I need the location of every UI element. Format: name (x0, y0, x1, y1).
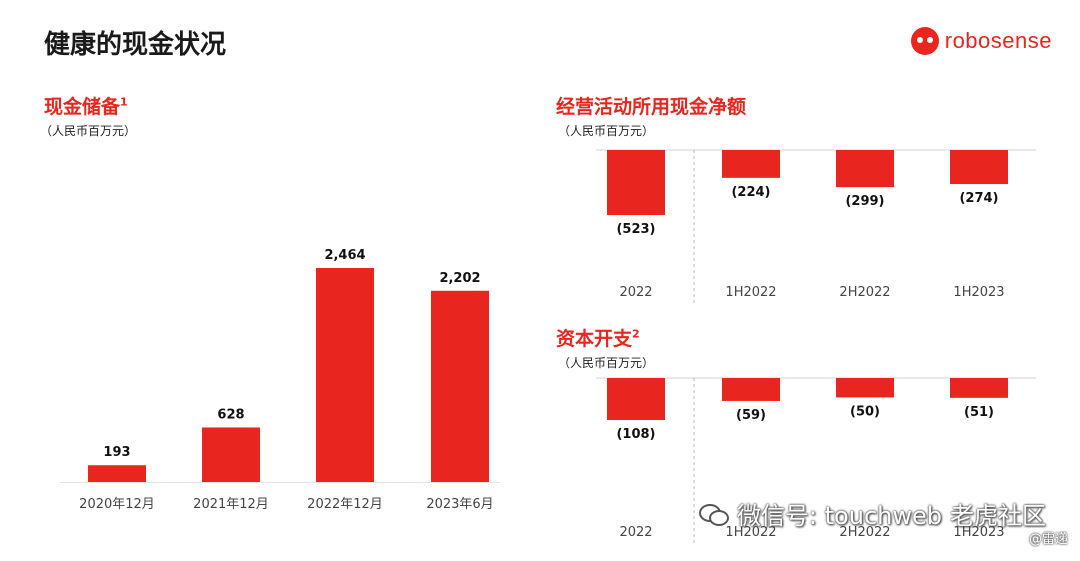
page-title: 健康的现金状况 (44, 30, 227, 60)
cash-reserve-category-label: 2020年12月 (79, 497, 155, 512)
cash-reserve-value-label: 2,202 (439, 271, 480, 286)
cash-reserve-bar (431, 290, 489, 482)
operating-cash-bar (950, 150, 1008, 185)
cash-reserve-unit: （人民币百万元） (40, 124, 137, 138)
cash-reserve-footnote: 1 (120, 95, 128, 109)
operating-cash-value-label: (523) (616, 222, 655, 237)
operating-cash-bar (607, 150, 665, 215)
operating-cash-bar (836, 150, 894, 188)
cash-reserve-bar (88, 465, 146, 482)
operating-cash-category-label: 2022 (619, 285, 652, 300)
cash-reserve-value-label: 628 (217, 407, 244, 422)
cash-reserve-category-label: 2022年12月 (307, 497, 383, 512)
capex-category-label: 1H2023 (953, 525, 1004, 540)
capex-category-label: 2022 (619, 525, 652, 540)
capex-unit: （人民币百万元） (558, 356, 655, 370)
capex-category-label: 2H2022 (839, 525, 890, 540)
capex-bar (607, 378, 665, 420)
cash-reserve-value-label: 2,464 (324, 248, 365, 263)
capex-value-label: (59) (736, 408, 766, 423)
operating-cash-bar (722, 150, 780, 178)
cash-reserve-title: 现金储备1 (44, 92, 128, 119)
capex-bar (722, 378, 780, 401)
watermark-text: 微信号: touchweb (736, 502, 942, 530)
capex-value-label: (51) (964, 405, 994, 420)
operating-cash-category-label: 1H2022 (725, 285, 776, 300)
operating-cash-value-label: (299) (845, 194, 884, 209)
operating-cash-category-label: 1H2023 (953, 285, 1004, 300)
watermark-brand: 老虎社区 (950, 502, 1046, 530)
capex-value-label: (50) (850, 404, 880, 419)
wechat-icon (698, 502, 729, 526)
operating-cash-title: 经营活动所用现金净额 (556, 92, 746, 119)
capex-title-text: 资本开支 (556, 328, 633, 350)
robot-face-icon (910, 27, 939, 55)
cash-reserve-value-label: 193 (103, 445, 130, 460)
capex-bar (836, 378, 894, 398)
cash-reserve-category-label: 2023年6月 (426, 497, 493, 512)
capex-footnote: 2 (632, 327, 640, 341)
cash-reserve-bar (202, 427, 260, 482)
capex-title: 资本开支2 (556, 324, 640, 351)
robosense-logo: robosense (910, 26, 1052, 56)
cash-reserve-bar (316, 268, 374, 482)
logo-text: robosense (944, 28, 1052, 53)
cash-reserve-title-text: 现金储备 (44, 96, 121, 118)
watermark-sub: @雷递 (1028, 532, 1068, 547)
capex-bar (950, 378, 1008, 398)
watermark: 微信号: touchweb 老虎社区 (698, 496, 1046, 531)
operating-cash-title-text: 经营活动所用现金净额 (556, 96, 747, 118)
operating-cash-value-label: (224) (731, 185, 770, 200)
cash-reserve-category-label: 2021年12月 (193, 497, 269, 512)
operating-cash-value-label: (274) (959, 191, 998, 206)
operating-cash-category-label: 2H2022 (839, 285, 890, 300)
capex-value-label: (108) (616, 427, 655, 442)
operating-cash-unit: （人民币百万元） (558, 124, 655, 138)
capex-category-label: 1H2022 (725, 525, 776, 540)
